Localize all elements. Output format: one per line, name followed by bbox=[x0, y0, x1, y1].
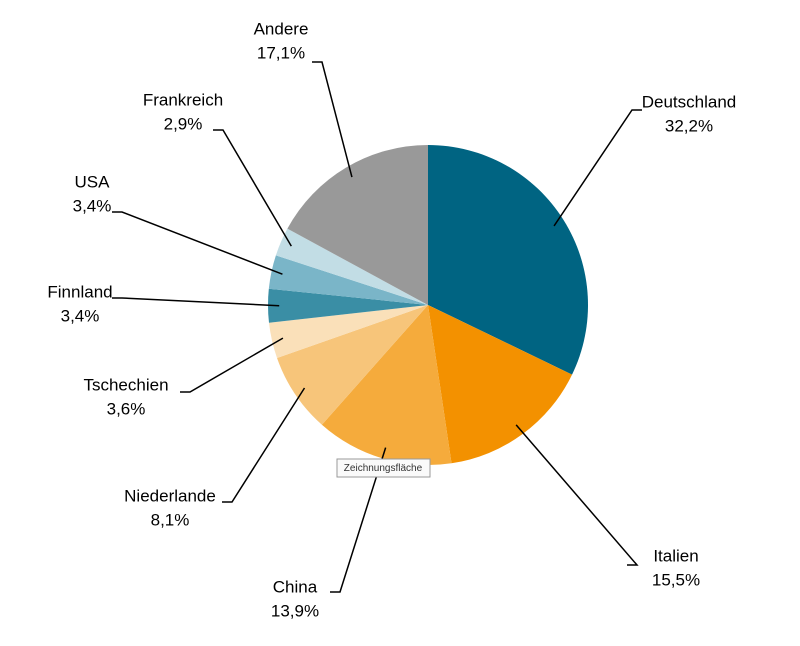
pie-slice bbox=[268, 288, 428, 323]
leader-line bbox=[553, 109, 642, 227]
pie-slice bbox=[275, 228, 428, 305]
slice-label: Italien bbox=[653, 546, 698, 565]
leader-line bbox=[112, 297, 280, 307]
slice-value-label: 13,9% bbox=[271, 601, 319, 620]
slice-value-label: 3,6% bbox=[107, 399, 146, 418]
slice-value-label: 3,4% bbox=[73, 196, 112, 215]
slice-value-label: 8,1% bbox=[151, 510, 190, 529]
slice-value-label: 32,2% bbox=[665, 116, 713, 135]
slice-label: Frankreich bbox=[143, 90, 223, 109]
slice-label: Andere bbox=[254, 19, 309, 38]
pie-slice bbox=[321, 305, 452, 465]
leader-line bbox=[312, 61, 353, 178]
slice-label: Finnland bbox=[47, 282, 112, 301]
slice-label: Deutschland bbox=[642, 92, 737, 111]
tooltip-text: Zeichnungsfläche bbox=[344, 463, 423, 474]
leader-line bbox=[112, 211, 283, 275]
leader-line bbox=[222, 387, 306, 503]
pie-slice bbox=[287, 145, 428, 305]
slice-value-label: 15,5% bbox=[652, 570, 700, 589]
slice-label: Tschechien bbox=[83, 375, 168, 394]
leader-line bbox=[180, 337, 284, 393]
pie-slice bbox=[428, 305, 573, 464]
slice-value-label: 2,9% bbox=[164, 114, 203, 133]
pie-slice bbox=[277, 305, 428, 425]
leader-line bbox=[213, 129, 292, 247]
slice-value-label: 17,1% bbox=[257, 43, 305, 62]
slice-label: Niederlande bbox=[124, 486, 216, 505]
tooltip-box bbox=[336, 458, 431, 478]
pie-slice bbox=[268, 255, 428, 305]
pie-slice bbox=[268, 305, 428, 358]
tooltip: Zeichnungsfläche bbox=[336, 458, 431, 478]
pie-slice bbox=[428, 145, 588, 375]
slice-value-label: 3,4% bbox=[61, 306, 100, 325]
slice-label: China bbox=[273, 577, 318, 596]
leader-line bbox=[330, 447, 387, 593]
leader-line bbox=[515, 424, 639, 566]
slice-label: USA bbox=[75, 172, 111, 191]
